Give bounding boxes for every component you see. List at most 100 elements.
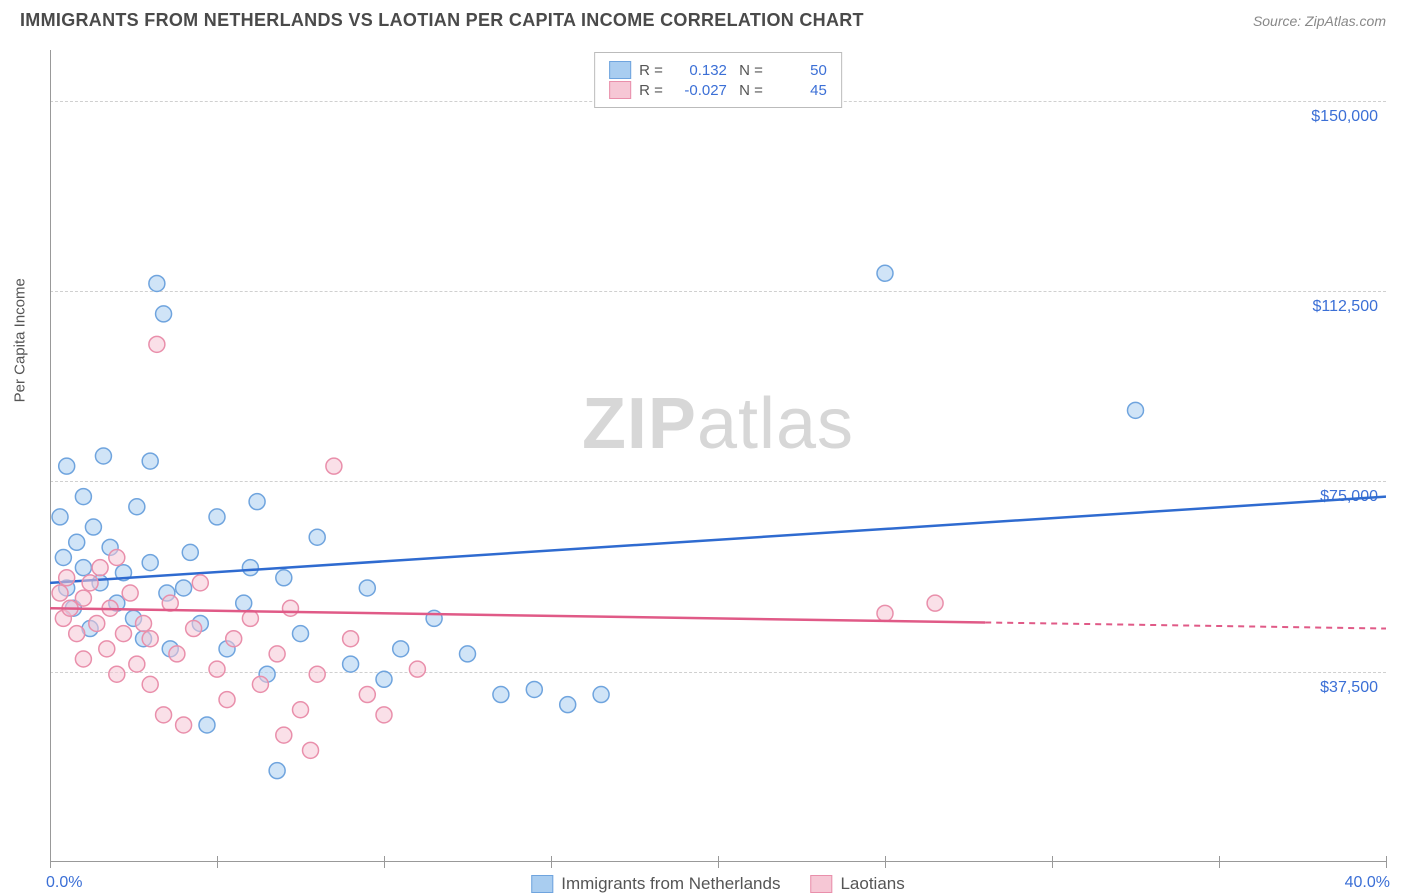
scatter-point — [269, 646, 285, 662]
scatter-point — [122, 585, 138, 601]
scatter-point — [236, 595, 252, 611]
chart-title: IMMIGRANTS FROM NETHERLANDS VS LAOTIAN P… — [20, 10, 864, 31]
scatter-point — [927, 595, 943, 611]
plot-svg — [50, 50, 1386, 862]
scatter-point — [276, 727, 292, 743]
scatter-point — [209, 661, 225, 677]
scatter-point — [493, 687, 509, 703]
scatter-point — [85, 519, 101, 535]
scatter-point — [89, 615, 105, 631]
scatter-point — [309, 666, 325, 682]
scatter-point — [75, 651, 91, 667]
scatter-point — [293, 626, 309, 642]
scatter-point — [249, 494, 265, 510]
trend-line — [50, 608, 985, 622]
legend-swatch-netherlands — [609, 61, 631, 79]
legend-n-value-0: 50 — [771, 62, 827, 79]
legend-r-value-0: 0.132 — [671, 62, 727, 79]
legend-item-netherlands: Immigrants from Netherlands — [531, 874, 780, 894]
scatter-point — [182, 544, 198, 560]
scatter-point — [69, 626, 85, 642]
legend-item-laotians: Laotians — [810, 874, 904, 894]
scatter-point — [55, 550, 71, 566]
scatter-point — [877, 605, 893, 621]
scatter-point — [242, 610, 258, 626]
scatter-point — [52, 585, 68, 601]
legend-swatch-laotians — [810, 875, 832, 893]
scatter-point — [877, 265, 893, 281]
scatter-point — [115, 626, 131, 642]
scatter-point — [242, 560, 258, 576]
legend-label-laotians: Laotians — [840, 874, 904, 894]
scatter-point — [82, 575, 98, 591]
x-tick — [1386, 856, 1387, 868]
scatter-point — [460, 646, 476, 662]
scatter-point — [129, 656, 145, 672]
scatter-point — [136, 615, 152, 631]
trend-line — [50, 497, 1386, 583]
y-axis-label: Per Capita Income — [12, 278, 29, 402]
scatter-point — [252, 676, 268, 692]
scatter-point — [1128, 402, 1144, 418]
scatter-point — [142, 631, 158, 647]
source-label: Source: ZipAtlas.com — [1253, 13, 1386, 29]
scatter-point — [129, 499, 145, 515]
legend-r-label: R = — [639, 62, 663, 79]
scatter-point — [142, 676, 158, 692]
scatter-point — [176, 717, 192, 733]
scatter-point — [149, 275, 165, 291]
scatter-point — [109, 666, 125, 682]
scatter-point — [59, 570, 75, 586]
scatter-point — [199, 717, 215, 733]
scatter-point — [359, 580, 375, 596]
scatter-point — [75, 560, 91, 576]
scatter-point — [59, 458, 75, 474]
scatter-point — [209, 509, 225, 525]
x-axis-min-label: 0.0% — [46, 874, 82, 892]
scatter-point — [99, 641, 115, 657]
legend-n-label: N = — [735, 62, 763, 79]
scatter-point — [69, 534, 85, 550]
scatter-point — [156, 707, 172, 723]
scatter-point — [343, 631, 359, 647]
scatter-point — [169, 646, 185, 662]
scatter-point — [142, 555, 158, 571]
scatter-point — [303, 742, 319, 758]
scatter-point — [393, 641, 409, 657]
x-axis-max-label: 40.0% — [1345, 874, 1390, 892]
legend-n-value-1: 45 — [771, 82, 827, 99]
scatter-point — [75, 590, 91, 606]
legend-n-label: N = — [735, 82, 763, 99]
scatter-point — [95, 448, 111, 464]
scatter-point — [52, 509, 68, 525]
scatter-point — [176, 580, 192, 596]
scatter-point — [560, 697, 576, 713]
scatter-point — [219, 692, 235, 708]
scatter-point — [92, 560, 108, 576]
scatter-point — [75, 489, 91, 505]
scatter-point — [276, 570, 292, 586]
legend-stats-row-1: R = -0.027 N = 45 — [609, 81, 827, 99]
legend-stats: R = 0.132 N = 50 R = -0.027 N = 45 — [594, 52, 842, 108]
scatter-point — [142, 453, 158, 469]
scatter-point — [156, 306, 172, 322]
scatter-point — [109, 550, 125, 566]
legend-stats-row-0: R = 0.132 N = 50 — [609, 61, 827, 79]
legend-swatch-laotians — [609, 81, 631, 99]
scatter-point — [269, 763, 285, 779]
scatter-point — [376, 671, 392, 687]
scatter-point — [192, 575, 208, 591]
scatter-point — [326, 458, 342, 474]
scatter-point — [282, 600, 298, 616]
scatter-point — [309, 529, 325, 545]
legend-label-netherlands: Immigrants from Netherlands — [561, 874, 780, 894]
legend-r-value-1: -0.027 — [671, 82, 727, 99]
legend-series: Immigrants from Netherlands Laotians — [531, 874, 904, 894]
chart-container: Per Capita Income ZIPatlas $37,500$75,00… — [50, 50, 1386, 862]
scatter-point — [376, 707, 392, 723]
trend-line-extrapolated — [985, 622, 1386, 628]
scatter-point — [149, 336, 165, 352]
scatter-point — [409, 661, 425, 677]
scatter-point — [293, 702, 309, 718]
scatter-point — [343, 656, 359, 672]
